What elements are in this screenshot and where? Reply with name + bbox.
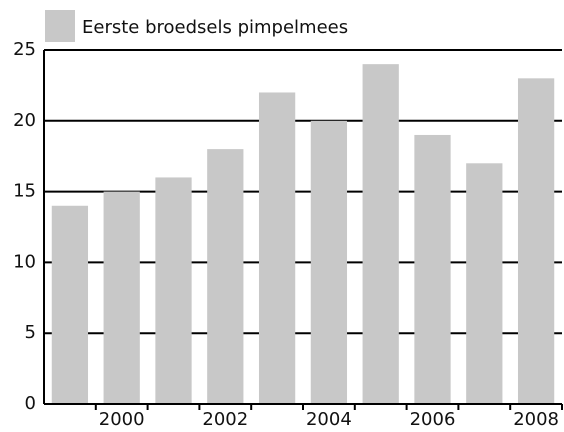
legend-swatch: [45, 10, 75, 42]
bar: [155, 177, 192, 404]
bar: [466, 163, 503, 404]
x-tick-label: 2006: [410, 409, 456, 430]
bar: [103, 191, 140, 404]
x-tick-label: 2002: [202, 409, 248, 430]
y-tick-label: 5: [25, 322, 36, 343]
bar: [362, 64, 399, 404]
legend-label: Eerste broedsels pimpelmees: [82, 17, 348, 38]
x-tick-label: 2004: [306, 409, 352, 430]
bar: [51, 205, 89, 404]
bar: [258, 92, 296, 404]
y-tick-label: 15: [13, 181, 36, 202]
y-tick-label: 10: [13, 251, 36, 272]
x-tick-label: 2000: [99, 409, 145, 430]
y-tick-label: 25: [13, 39, 36, 60]
bar: [310, 120, 348, 405]
bar: [517, 78, 555, 404]
bar: [414, 134, 451, 404]
bar: [207, 149, 244, 404]
y-tick-label: 0: [25, 393, 36, 414]
x-tick-label: 2008: [513, 409, 559, 430]
y-tick-label: 20: [13, 110, 36, 131]
